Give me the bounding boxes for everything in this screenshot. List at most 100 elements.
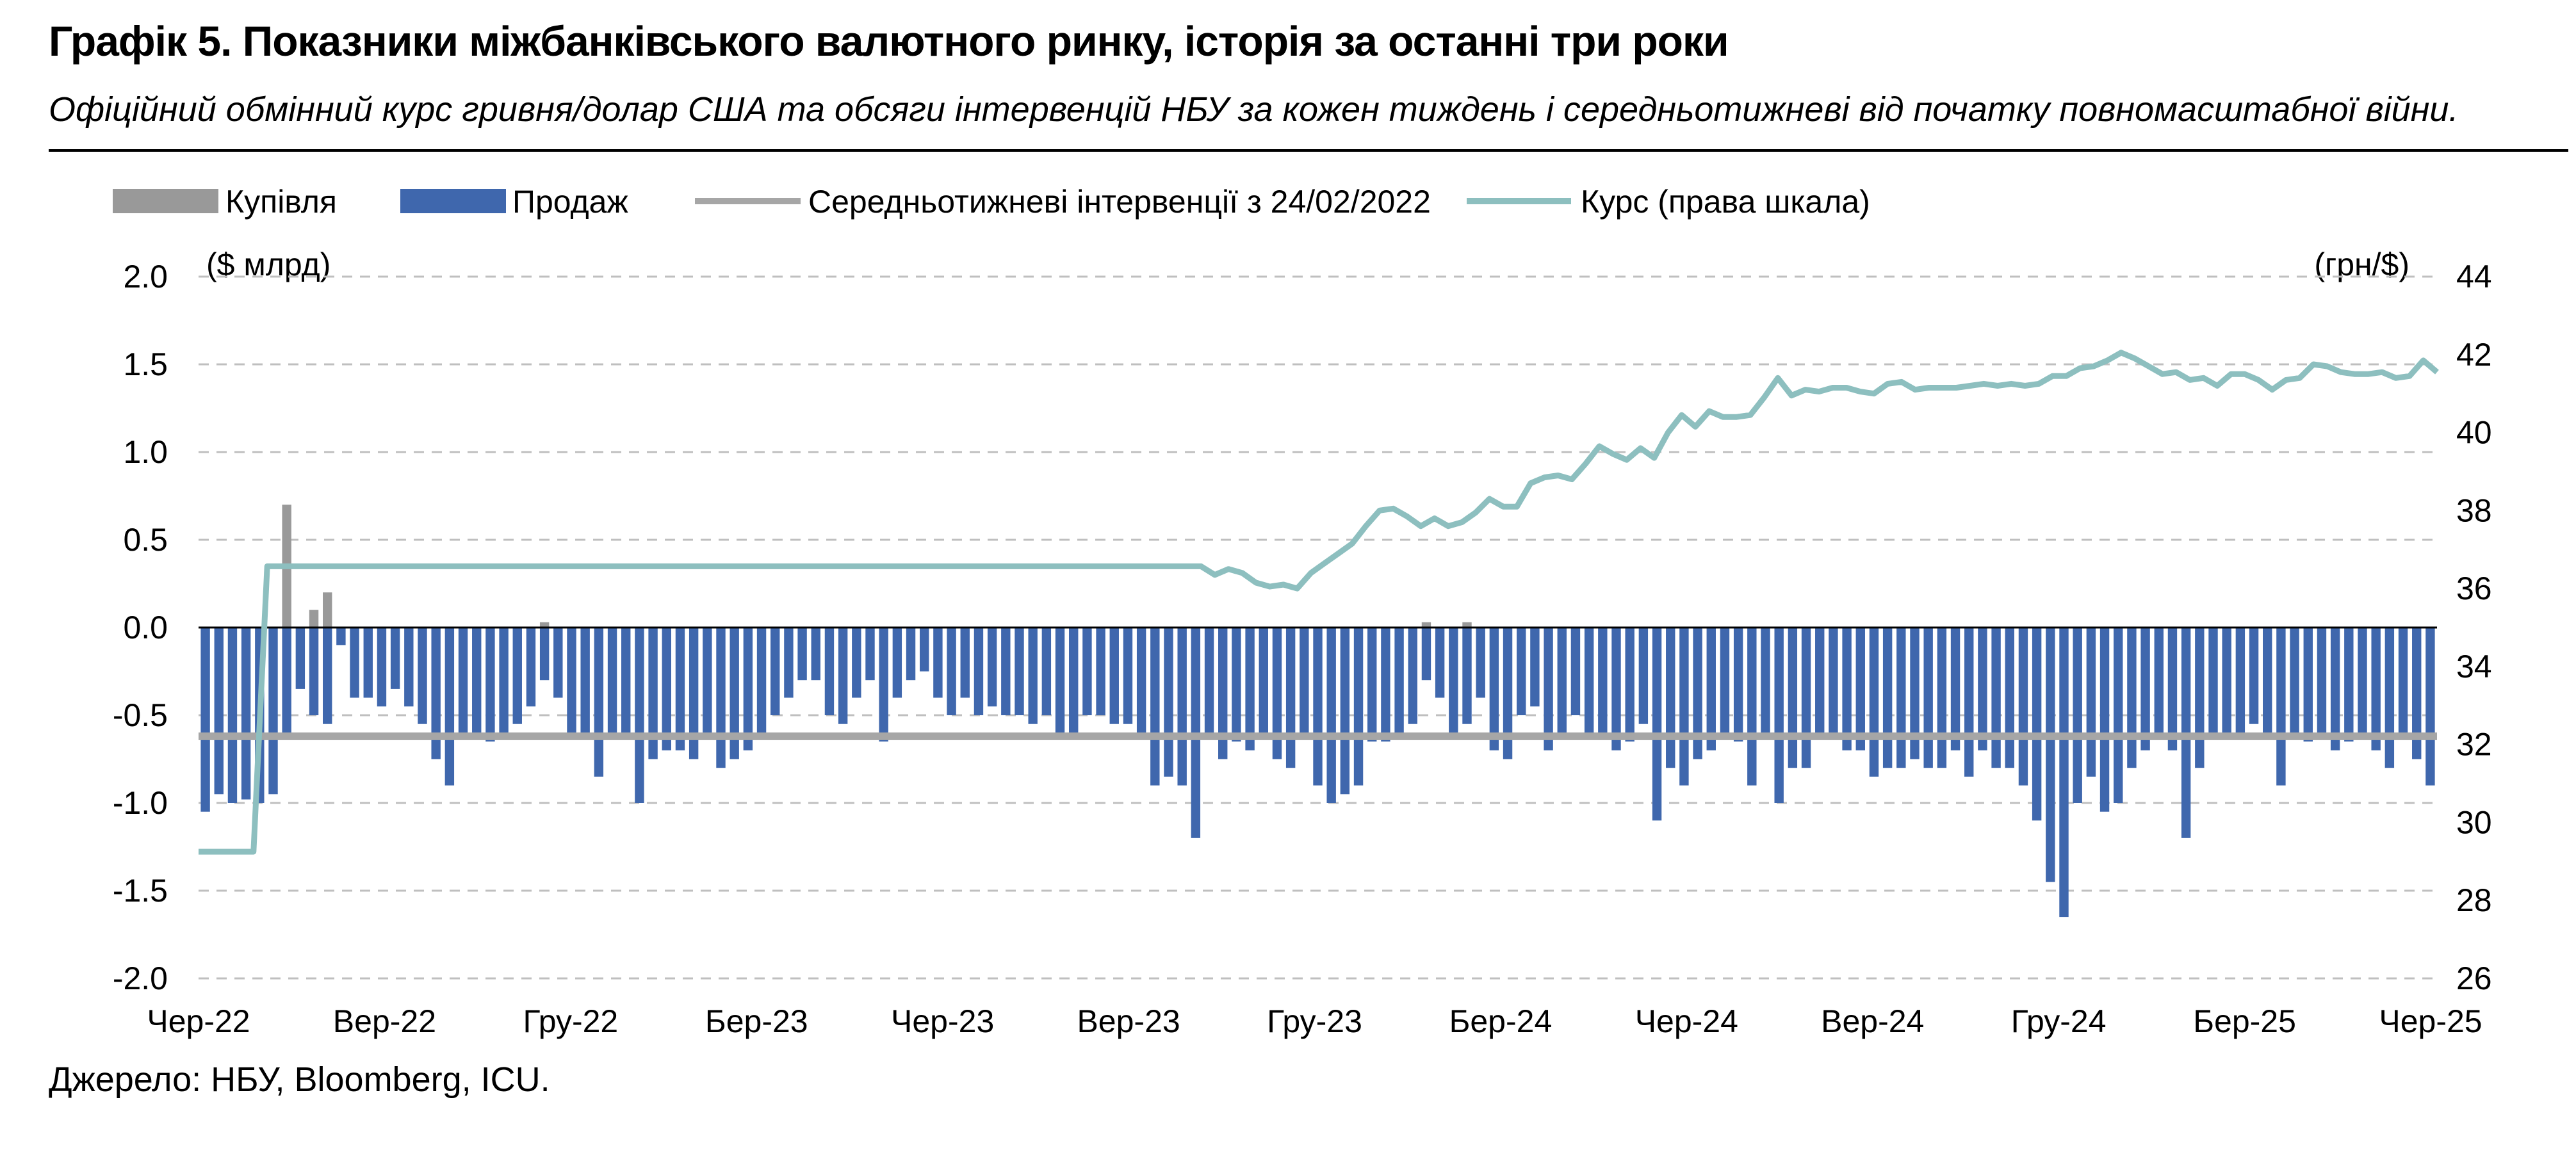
bar-sell: [920, 628, 929, 672]
x-tick-label: Бер-24: [1449, 1003, 1553, 1039]
bar-sell: [2167, 628, 2178, 750]
bar-sell: [1720, 628, 1730, 733]
bar-sell: [2303, 628, 2313, 742]
bar-sell: [756, 628, 767, 733]
bar-sell: [227, 628, 238, 803]
bar-sell: [974, 628, 984, 715]
exchange-rate-line: [199, 350, 2439, 855]
bar-sell: [2208, 628, 2218, 733]
legend-label-sell: Продаж: [512, 184, 628, 220]
bar-sell: [350, 628, 359, 698]
left-tick-label: -1.0: [113, 785, 168, 821]
left-tick-label: 2.0: [123, 259, 168, 295]
chart-subtitle: Офіційний обмінний курс гривня/долар США…: [49, 90, 2459, 129]
bar-sell: [933, 628, 943, 698]
bar-sell: [1544, 628, 1553, 750]
bar-sell: [1164, 628, 1173, 777]
bar-sell: [1829, 628, 1838, 733]
bar-sell: [1693, 628, 1702, 759]
bar-sell: [1666, 628, 1675, 768]
bar-sell: [1055, 628, 1065, 733]
bar-sell: [1869, 628, 1879, 777]
bar-sell: [1096, 628, 1105, 715]
legend-swatch-sell: [400, 189, 506, 213]
bar-sell: [1815, 628, 1825, 733]
bar-sell: [1381, 628, 1390, 742]
title-rule: [49, 149, 2568, 152]
bar-sell: [2330, 628, 2340, 750]
right-tick-label: 44: [2456, 259, 2492, 295]
bar-sell: [1489, 628, 1499, 750]
bar-sell: [2249, 628, 2259, 724]
bar-sell: [730, 628, 739, 759]
bar-sell: [1611, 628, 1621, 750]
bar-sell: [675, 628, 685, 750]
bar-sell: [1570, 628, 1581, 715]
bar-sell: [1964, 628, 1974, 777]
bar-sell: [838, 628, 848, 724]
x-tick-label: Бер-25: [2193, 1003, 2296, 1039]
bar-sell: [716, 628, 726, 768]
right-tick-label: 28: [2456, 882, 2492, 918]
bar-sell: [2046, 628, 2055, 882]
bar-sell: [2154, 628, 2164, 733]
bar-sell: [553, 628, 563, 698]
bar-sell: [852, 628, 861, 698]
bar-sell: [797, 628, 807, 681]
x-tick-label: Чер-23: [891, 1003, 994, 1039]
bar-sell: [947, 628, 956, 715]
bar-sell: [377, 628, 387, 707]
bar-sell: [1123, 628, 1133, 724]
bar-sell: [1747, 628, 1757, 786]
x-tick-label: Чер-22: [147, 1003, 250, 1039]
bar-sell: [1842, 628, 1852, 750]
bar-sell: [1449, 628, 1458, 733]
bar-sell: [1910, 628, 1920, 759]
bar-sell: [892, 628, 902, 698]
bar-sell: [1435, 628, 1445, 698]
bar-sell: [865, 628, 875, 681]
bar-sell: [1272, 628, 1282, 759]
left-tick-label: -1.5: [113, 873, 168, 909]
bar-sell: [1638, 628, 1649, 724]
left-tick-label: 1.0: [123, 434, 168, 470]
bar-sell: [1503, 628, 1513, 759]
bar-sell: [811, 628, 820, 681]
bar-sell: [1584, 628, 1594, 733]
bar-sell: [1082, 628, 1092, 715]
bar-sell: [2127, 628, 2137, 768]
bar-sell: [689, 628, 699, 759]
bar-sell: [1177, 628, 1187, 786]
right-tick-label: 30: [2456, 804, 2492, 840]
bar-sell: [390, 628, 400, 689]
bar-sell: [1652, 628, 1662, 821]
bar-sell: [1394, 628, 1404, 733]
bar-buy: [1462, 622, 1472, 628]
left-tick-label: 0.5: [123, 522, 168, 558]
bar-sell: [2371, 628, 2381, 750]
legend-label-buy: Купівля: [225, 184, 337, 220]
bar-sell: [621, 628, 631, 733]
x-tick-label: Чер-25: [2379, 1003, 2482, 1039]
bar-sell: [1069, 628, 1079, 733]
bar-sell: [824, 628, 835, 715]
bar-sell: [444, 628, 455, 786]
right-tick-label: 32: [2456, 727, 2492, 763]
bar-sell: [1801, 628, 1811, 768]
bar-sell: [2032, 628, 2042, 821]
bar-sell: [607, 628, 617, 733]
right-tick-label: 38: [2456, 492, 2492, 528]
bar-sell: [268, 628, 278, 795]
bar-sell: [1259, 628, 1268, 733]
bar-sell: [662, 628, 671, 750]
bar-sell: [1761, 628, 1770, 733]
bar-sell: [743, 628, 753, 750]
bar-sell: [1950, 628, 1961, 750]
bar-sell: [1530, 628, 1540, 707]
bar-sell: [1136, 628, 1146, 733]
bar-sell: [784, 628, 794, 698]
bar-sell: [1326, 628, 1336, 803]
bar-sell: [1204, 628, 1214, 733]
bar-sell: [1232, 628, 1241, 742]
